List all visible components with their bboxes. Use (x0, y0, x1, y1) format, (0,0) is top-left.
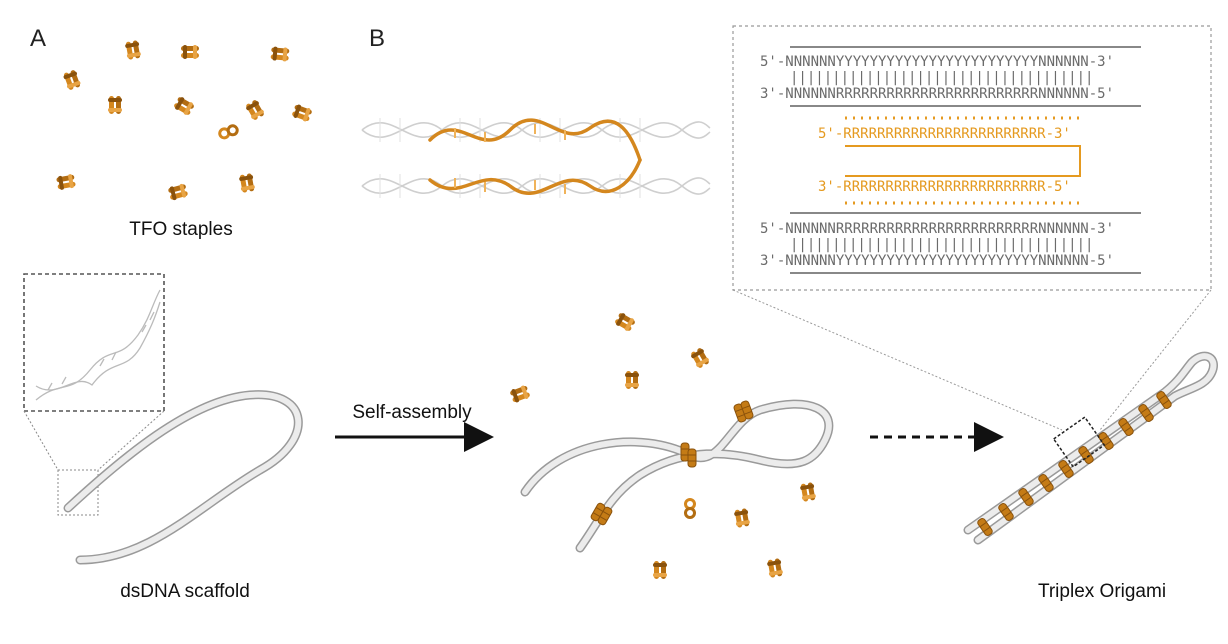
origami-staples (976, 389, 1173, 538)
triplex-origami-caption: Triplex Origami (1038, 581, 1166, 602)
scaffold-inset (23, 273, 165, 412)
tfo-staples-cluster (55, 39, 313, 202)
panel-label-a: A (30, 25, 46, 52)
tfo-strand-2: 3'-RRRRRRRRRRRRRRRRRRRRRRRR-5' (818, 179, 1071, 195)
triplex-origami-structure (963, 351, 1218, 545)
sequence-box: 5'-NNNNNNYYYYYYYYYYYYYYYYYYYYYYYYNNNNNN-… (732, 25, 1212, 291)
bottom-duplex-strand-1: 5'-NNNNNNRRRRRRRRRRRRRRRRRRRRRRRRNNNNNN-… (760, 221, 1114, 237)
top-duplex-strand-1: 5'-NNNNNNYYYYYYYYYYYYYYYYYYYYYYYYNNNNNN-… (760, 54, 1114, 70)
top-duplex-pairs: |||||||||||||||||||||||||||||||||||| (790, 70, 1093, 86)
panel-label-b: B (369, 25, 385, 52)
top-duplex-strand-2: 3'-NNNNNNRRRRRRRRRRRRRRRRRRRRRRRRNNNNNN-… (760, 86, 1114, 102)
self-assembly-label: Self-assembly (352, 402, 472, 423)
bottom-duplex-pairs: |||||||||||||||||||||||||||||||||||| (790, 237, 1093, 253)
triplex-helix-structure (361, 118, 711, 198)
tfo-strand-1: 5'-RRRRRRRRRRRRRRRRRRRRRRRR-3' (818, 126, 1071, 142)
bottom-duplex-strand-2: 3'-NNNNNNYYYYYYYYYYYYYYYYYYYYYYYYNNNNNN-… (760, 253, 1114, 269)
tfo-staples-caption: TFO staples (129, 219, 232, 240)
sequence-zoom-lines (732, 289, 1212, 431)
dsdna-scaffold-caption: dsDNA scaffold (120, 581, 250, 602)
assembling-scaffold (520, 399, 834, 553)
dsdna-scaffold (63, 390, 303, 565)
inset-zoom-lines (23, 410, 165, 516)
